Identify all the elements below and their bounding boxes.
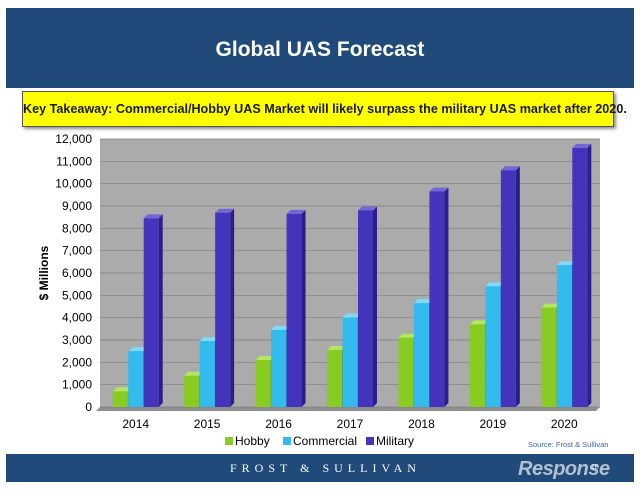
plot-floor	[96, 407, 600, 411]
y-tick-label: 7,000	[62, 244, 92, 258]
bar-top	[342, 313, 362, 318]
bar-top	[199, 337, 219, 342]
x-tick-label: 2016	[265, 417, 292, 431]
bar-top	[556, 261, 576, 266]
bar-side	[373, 206, 377, 407]
bar-top	[215, 208, 235, 213]
slide-title: Global UAS Forecast	[215, 38, 425, 61]
key-takeaway-box: Key Takeaway: Commercial/Hobby UAS Marke…	[22, 91, 627, 127]
bar-hobby-2017	[327, 350, 342, 407]
bar-top	[358, 206, 377, 211]
y-tick-label: 9,000	[62, 199, 92, 213]
x-tick-label: 2020	[551, 417, 578, 431]
page-number: 10	[591, 464, 599, 471]
bar-top	[184, 371, 204, 376]
y-tick-label: 2,000	[62, 355, 92, 369]
y-axis-title: $ Millions	[37, 245, 51, 300]
legend-label-commercial: Commercial	[293, 434, 357, 448]
y-tick-label: 5,000	[62, 288, 92, 302]
bar-hobby-2019	[469, 324, 485, 407]
bar-top	[398, 333, 418, 338]
y-tick-label: 3,000	[62, 333, 92, 347]
bar-military-2018	[429, 191, 445, 407]
bar-military-2014	[143, 218, 159, 407]
bar-top	[485, 282, 505, 287]
bar-top	[572, 143, 592, 148]
bar-commercial-2016	[271, 329, 287, 407]
source-note: Source: Frost & Sullivan	[528, 440, 609, 449]
y-tick-label: 0	[85, 400, 92, 414]
bar-side	[230, 208, 235, 407]
bar-top	[286, 209, 306, 214]
y-tick-label: 6,000	[62, 266, 92, 280]
bar-military-2016	[286, 213, 302, 407]
bar-commercial-2015	[199, 341, 215, 407]
bar-military-2017	[358, 210, 373, 407]
y-tick-label: 1,000	[62, 378, 92, 392]
bar-hobby-2018	[398, 337, 414, 407]
bar-commercial-2018	[413, 303, 429, 407]
legend-swatch-military	[366, 437, 374, 445]
bar-hobby-2020	[541, 307, 557, 407]
bar-top	[128, 347, 148, 352]
bar-hobby-2014	[112, 391, 128, 407]
bar-top	[143, 214, 163, 219]
bar-side	[158, 214, 163, 407]
frost-sullivan-logo: FROST & SULLIVAN	[230, 461, 421, 475]
x-tick-label: 2018	[408, 417, 435, 431]
bar-top	[271, 325, 291, 330]
key-takeaway-text: Key Takeaway: Commercial/Hobby UAS Marke…	[23, 102, 627, 116]
bar-top	[112, 387, 132, 392]
bar-top	[255, 356, 275, 361]
bar-military-2015	[215, 212, 231, 407]
bar-commercial-2014	[128, 351, 144, 407]
bar-top	[327, 346, 346, 351]
bar-side	[444, 187, 449, 407]
y-tick-label: 10,000	[55, 177, 92, 191]
x-tick-label: 2015	[194, 417, 221, 431]
legend-label-hobby: Hobby	[235, 434, 270, 448]
bar-top	[541, 303, 561, 308]
bar-military-2020	[572, 147, 588, 407]
y-tick-label: 8,000	[62, 221, 92, 235]
bar-side	[301, 209, 306, 407]
x-tick-label: 2017	[337, 417, 364, 431]
footer-bar: FROST & SULLIVAN 10	[6, 454, 634, 482]
bar-top	[429, 187, 449, 192]
legend-swatch-commercial	[283, 437, 291, 445]
legend-label-military: Military	[376, 434, 414, 448]
response-watermark: Response	[518, 458, 610, 480]
bar-top	[500, 166, 520, 171]
bar-commercial-2017	[342, 317, 358, 407]
legend-swatch-hobby	[225, 437, 233, 445]
bar-side	[515, 166, 520, 407]
bar-top	[469, 320, 489, 325]
x-tick-label: 2019	[480, 417, 507, 431]
bar-military-2019	[500, 170, 516, 407]
bar-commercial-2020	[556, 265, 572, 407]
bar-side	[587, 143, 592, 407]
bar-commercial-2019	[485, 286, 501, 407]
y-tick-label: 4,000	[62, 311, 92, 325]
bar-hobby-2016	[255, 360, 271, 407]
y-tick-label: 11,000	[56, 154, 92, 168]
bar-chart: 0 1,000 2,000 3,000 4,000 5,000 6,000 7,000 8,00…	[37, 132, 600, 448]
bar-hobby-2015	[184, 375, 200, 407]
x-tick-label: 2014	[122, 417, 149, 431]
bar-top	[413, 299, 433, 304]
title-banner: Global UAS Forecast	[6, 8, 634, 88]
y-tick-label: 12,000	[55, 132, 92, 146]
